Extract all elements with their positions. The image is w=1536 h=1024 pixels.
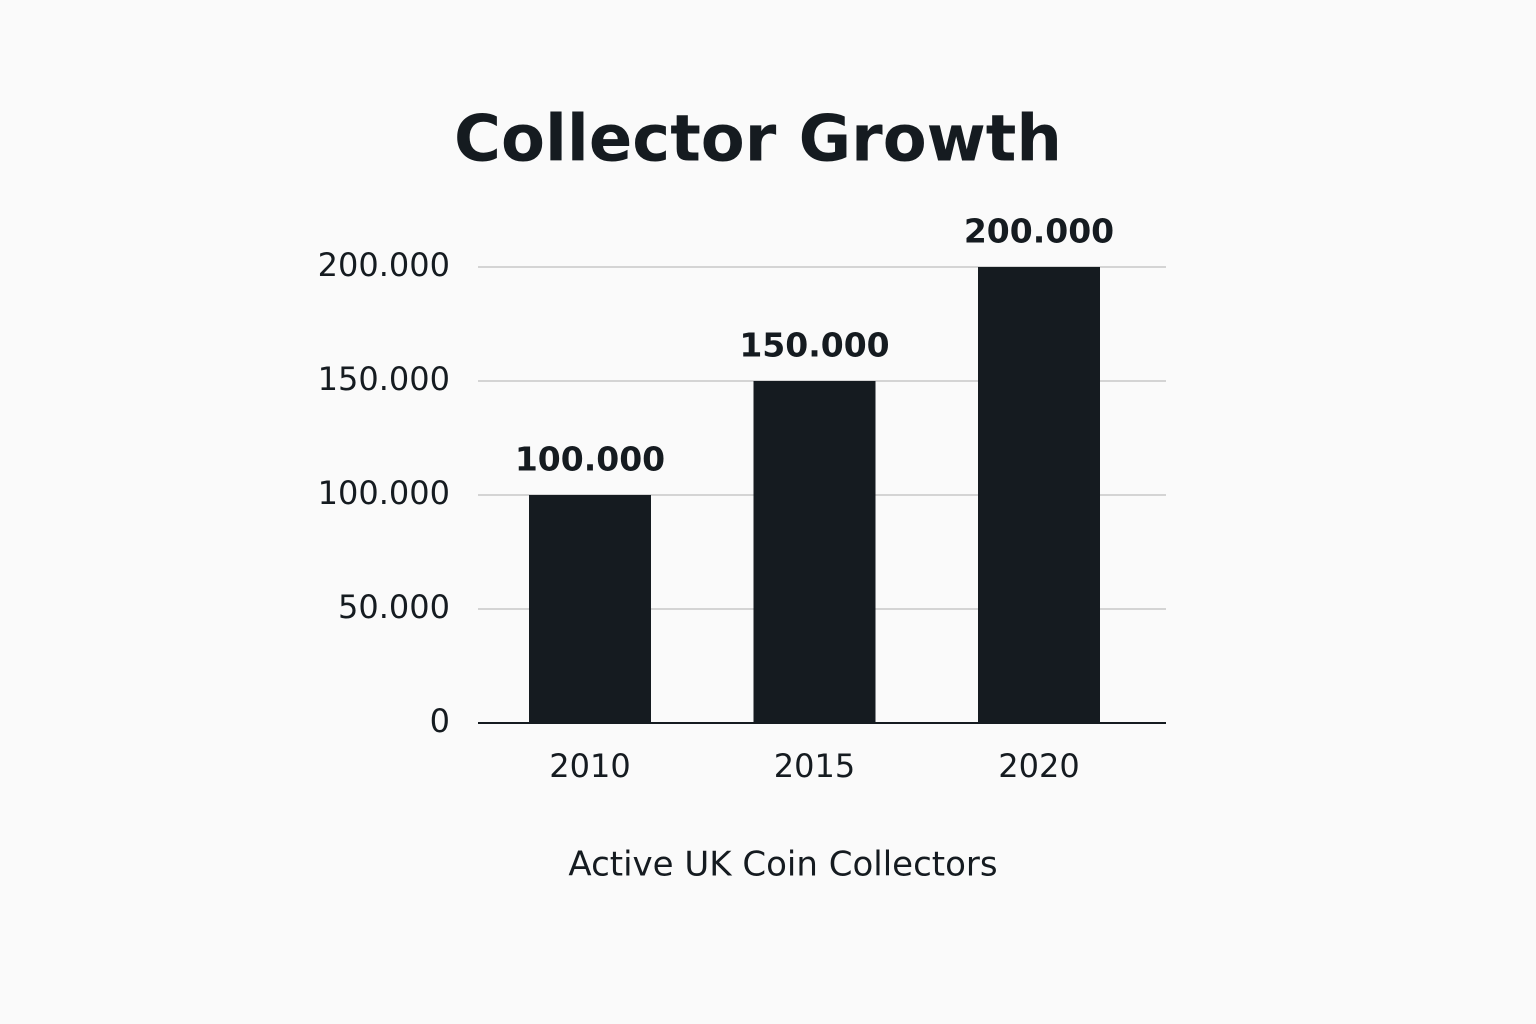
bar bbox=[978, 267, 1100, 723]
data-label: 200.000 bbox=[964, 212, 1114, 251]
bar bbox=[529, 495, 651, 723]
data-label: 100.000 bbox=[515, 440, 665, 479]
y-tick-label: 200.000 bbox=[318, 246, 450, 284]
y-tick-label: 150.000 bbox=[318, 360, 450, 398]
x-tick-label: 2010 bbox=[549, 747, 630, 785]
x-tick-label: 2020 bbox=[998, 747, 1079, 785]
bar bbox=[753, 381, 876, 723]
y-tick-label: 0 bbox=[430, 702, 450, 740]
chart-title: Collector Growth bbox=[454, 103, 1062, 177]
x-axis-label: Active UK Coin Collectors bbox=[568, 845, 997, 885]
x-tick-label: 2015 bbox=[774, 747, 855, 785]
y-tick-label: 100.000 bbox=[318, 474, 450, 512]
data-label: 150.000 bbox=[739, 326, 889, 365]
y-tick-label: 50.000 bbox=[338, 588, 450, 626]
